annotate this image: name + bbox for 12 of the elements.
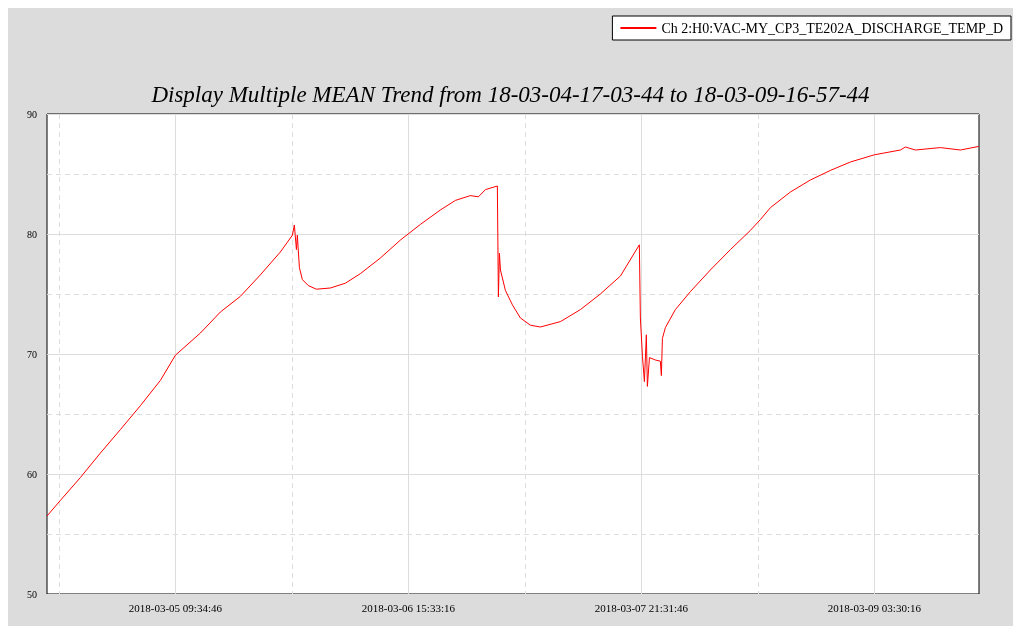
- line-series: [46, 145, 980, 517]
- x-tick-label: 2018-03-05 09:34:46: [128, 601, 223, 614]
- x-tick-label: 2018-03-09 03:30:16: [827, 601, 922, 614]
- y-tick-label: 60: [27, 468, 37, 480]
- y-tick-label: 50: [27, 588, 37, 600]
- legend-label: Ch 2:H0:VAC-MY_CP3_TE202A_DISCHARGE_TEMP_D: [661, 20, 1003, 36]
- y-tick-label: 80: [27, 228, 37, 240]
- chart-title: Display Multiple MEAN Trend from 18-03-04-17-03-44 to 18-03-09-16-57-44: [150, 82, 870, 107]
- x-tick-label: 2018-03-06 15:33:16: [361, 601, 456, 614]
- x-tick-label: 2018-03-07 21:31:46: [594, 601, 689, 614]
- y-tick-label: 70: [27, 348, 37, 360]
- y-tick-label: 90: [27, 108, 37, 120]
